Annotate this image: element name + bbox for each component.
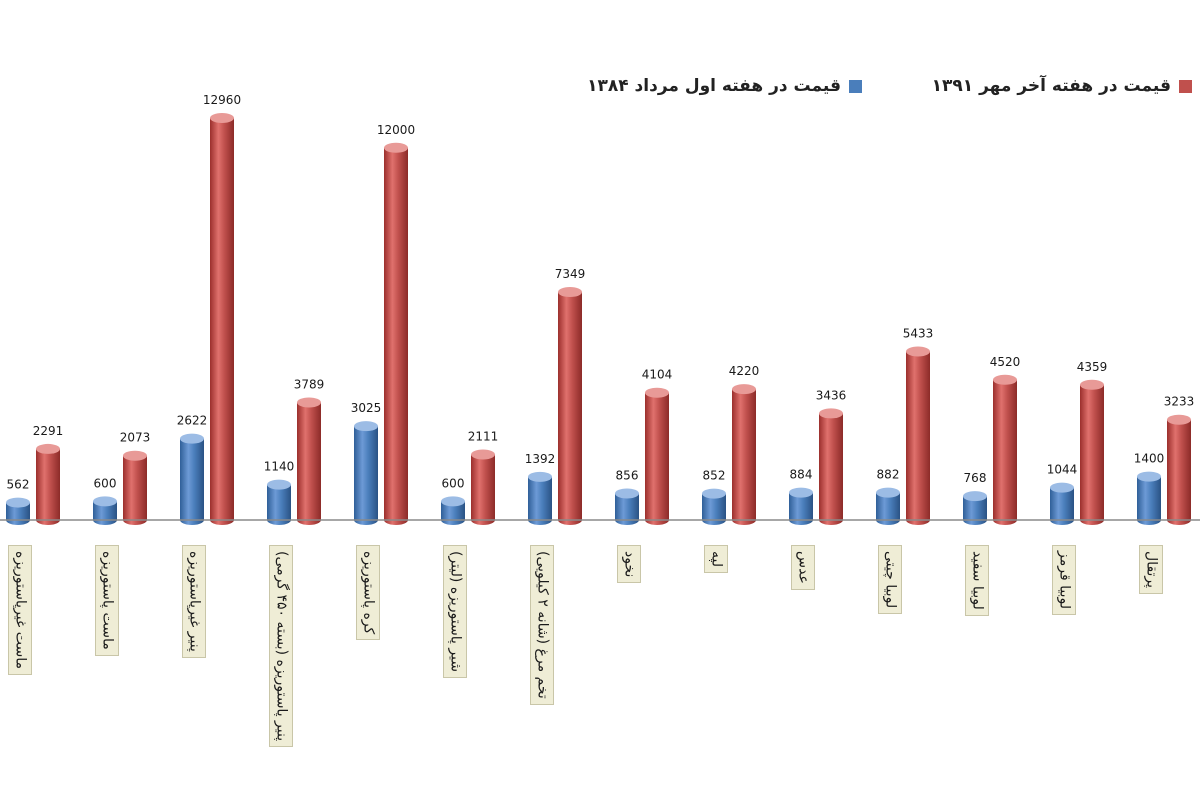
x-tick-label: لوبیا قرمز <box>1052 545 1076 615</box>
bar-red <box>1167 414 1191 525</box>
bar-red <box>1080 379 1104 525</box>
bar-blue <box>354 421 378 525</box>
bar-blue <box>528 471 552 525</box>
legend-label-blue: قیمت در هفته اول مرداد ۱۳۸۴ <box>587 76 841 96</box>
bar-blue <box>1050 482 1074 525</box>
x-tick-label: تخم مرغ (شانه ۲ کیلویی) <box>530 545 554 705</box>
value-label-blue: 852 <box>703 469 726 483</box>
x-tick-label: لوبیا سفید <box>965 545 989 616</box>
x-tick-label: پنیر پاستوریزه (بسته ۴۵۰ گرمی) <box>269 545 293 748</box>
value-label-blue: 1400 <box>1134 452 1165 466</box>
bar-blue <box>180 433 204 525</box>
bar-blue <box>267 479 291 525</box>
legend-swatch-blue <box>849 79 862 93</box>
bar-blue <box>876 487 900 525</box>
value-label-red: 3436 <box>816 388 847 402</box>
bar-red <box>297 397 321 525</box>
value-label-blue: 1140 <box>264 460 295 474</box>
x-tick-label: لوبیا چیتی <box>878 545 902 615</box>
x-tick-label: شیر پاستوریزه (لیتر) <box>443 545 467 679</box>
value-label-red: 2073 <box>120 431 151 445</box>
x-tick-label: نخود <box>617 545 641 584</box>
value-label-red: 3233 <box>1164 395 1195 409</box>
x-tick-label: ماست غیرپاستوریزه <box>8 545 32 676</box>
legend-swatch-red <box>1179 79 1192 93</box>
value-label-blue: 600 <box>442 476 465 490</box>
value-label-red: 4220 <box>729 364 760 378</box>
value-label-blue: 3025 <box>351 401 382 415</box>
bar-red <box>558 287 582 525</box>
bar-blue <box>6 497 30 525</box>
value-label-red: 3789 <box>294 377 325 391</box>
value-labels-layer: 562 2291 600 2073 2622 12960 1140 3789 3025 12000… <box>7 93 1195 492</box>
bar-red <box>645 387 669 525</box>
bar-red <box>906 346 930 525</box>
bar-blue <box>615 488 639 525</box>
bar-red <box>384 142 408 525</box>
value-label-blue: 1392 <box>525 452 556 466</box>
x-tick-label: ماست پاستوریزه <box>95 545 119 656</box>
value-label-blue: 768 <box>964 471 987 485</box>
x-tick-label: لپه <box>704 545 728 573</box>
legend-item-red: قیمت در هفته آخر مهر ۱۳۹۱ <box>932 76 1192 96</box>
bar-blue <box>1137 471 1161 525</box>
x-tick-label: پرتقال <box>1139 545 1163 595</box>
value-label-blue: 856 <box>616 468 639 482</box>
value-label-blue: 1044 <box>1047 463 1078 477</box>
value-label-red: 4104 <box>642 368 673 382</box>
bar-blue <box>702 488 726 525</box>
value-label-blue: 600 <box>94 476 117 490</box>
bar-red <box>123 450 147 525</box>
x-tick-label: عدس <box>791 545 815 590</box>
legend-item-blue: قیمت در هفته اول مرداد ۱۳۸۴ <box>587 76 862 96</box>
value-label-red: 2111 <box>468 430 499 444</box>
bar-red <box>36 443 60 525</box>
x-tick-label: پنیر غیرپاستوریزه <box>182 545 206 658</box>
value-label-red: 12960 <box>203 93 241 107</box>
value-label-blue: 562 <box>7 478 30 492</box>
bars-layer <box>6 113 1191 525</box>
value-label-blue: 2622 <box>177 414 208 428</box>
bar-red <box>819 408 843 525</box>
legend-label-red: قیمت در هفته آخر مهر ۱۳۹۱ <box>931 76 1171 96</box>
value-label-red: 4520 <box>990 355 1021 369</box>
x-tick-label: کره پاستوریزه <box>356 545 380 641</box>
value-label-red: 5433 <box>903 326 934 340</box>
bar-red <box>993 374 1017 525</box>
value-label-blue: 882 <box>877 468 900 482</box>
value-label-red: 2291 <box>33 424 64 438</box>
bar-red <box>210 113 234 525</box>
value-label-red: 7349 <box>555 267 586 281</box>
value-label-red: 12000 <box>377 123 415 137</box>
bar-red <box>732 384 756 525</box>
bar-red <box>471 449 495 525</box>
value-label-blue: 884 <box>790 468 813 482</box>
value-label-red: 4359 <box>1077 360 1108 374</box>
